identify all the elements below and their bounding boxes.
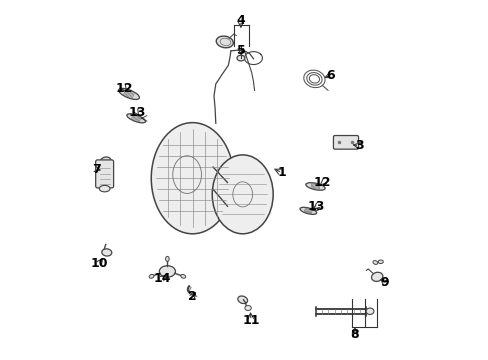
FancyBboxPatch shape <box>333 135 358 149</box>
Text: 5: 5 <box>236 44 245 57</box>
Text: 12: 12 <box>115 82 133 95</box>
Text: 9: 9 <box>379 276 388 289</box>
Ellipse shape <box>212 155 273 234</box>
Text: 7: 7 <box>92 163 101 176</box>
Ellipse shape <box>181 274 185 278</box>
Ellipse shape <box>299 207 316 215</box>
Text: 4: 4 <box>236 14 245 27</box>
Ellipse shape <box>126 114 145 123</box>
Text: 12: 12 <box>313 176 331 189</box>
Ellipse shape <box>216 36 233 48</box>
Text: 11: 11 <box>242 314 259 327</box>
Ellipse shape <box>99 185 110 192</box>
Ellipse shape <box>237 55 244 61</box>
Ellipse shape <box>371 272 382 282</box>
Text: 3: 3 <box>354 139 363 152</box>
Ellipse shape <box>372 261 377 264</box>
FancyBboxPatch shape <box>96 160 113 188</box>
Text: 2: 2 <box>188 290 197 303</box>
Ellipse shape <box>305 183 325 190</box>
Ellipse shape <box>100 157 111 165</box>
Text: 10: 10 <box>90 257 108 270</box>
Ellipse shape <box>119 89 139 99</box>
Ellipse shape <box>165 256 169 261</box>
Ellipse shape <box>366 308 373 315</box>
Ellipse shape <box>378 260 383 264</box>
Ellipse shape <box>149 274 154 278</box>
Ellipse shape <box>159 266 175 277</box>
Text: 13: 13 <box>128 106 145 119</box>
Text: 8: 8 <box>350 328 359 341</box>
Text: 1: 1 <box>277 166 286 179</box>
Ellipse shape <box>237 296 247 303</box>
Ellipse shape <box>102 249 112 256</box>
Text: 6: 6 <box>325 69 334 82</box>
Ellipse shape <box>151 123 233 234</box>
Ellipse shape <box>244 306 251 311</box>
Text: 13: 13 <box>307 201 324 213</box>
Text: 14: 14 <box>153 272 170 285</box>
